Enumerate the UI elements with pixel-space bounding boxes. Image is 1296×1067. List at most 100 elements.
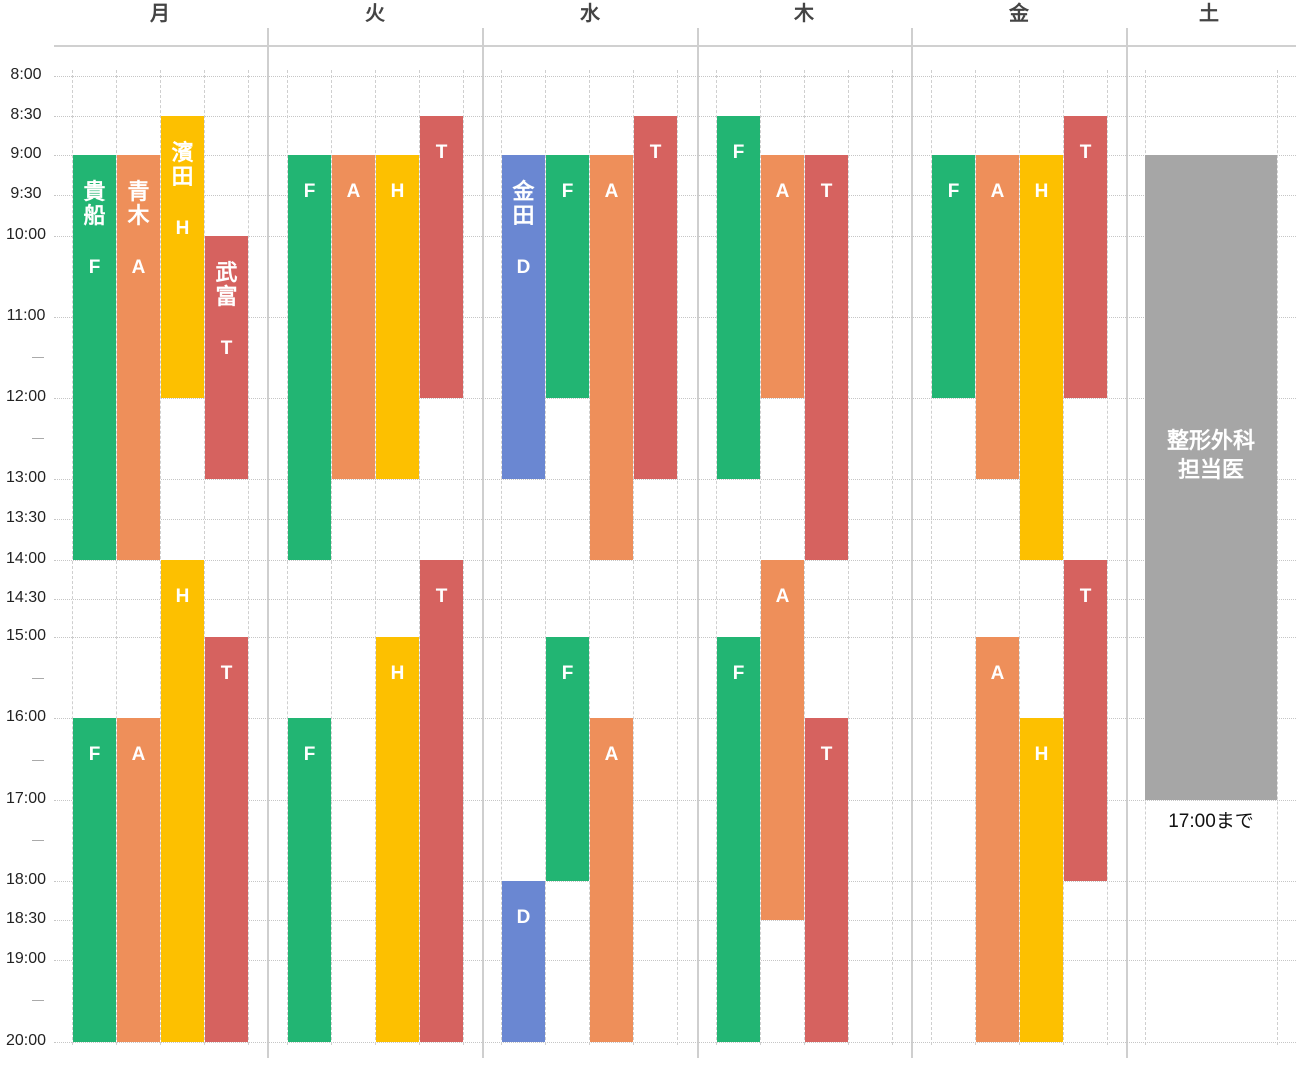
time-label: 13:00: [5, 469, 47, 486]
time-gridline: [54, 800, 1296, 801]
time-tick: [32, 1000, 44, 1001]
doctor-name: 武富: [215, 261, 238, 310]
doctor-code: F: [303, 181, 316, 202]
doctor-code: F: [561, 181, 574, 202]
column-guide: [501, 70, 502, 1045]
time-label: 18:30: [5, 910, 47, 927]
time-label: 13:30: [5, 509, 47, 526]
schedule-block-F: F: [73, 718, 116, 1042]
column-guide: [331, 70, 332, 1045]
schedule-block-T: T: [420, 560, 463, 1042]
schedule-block-A: A: [332, 155, 375, 479]
schedule-block-H: H: [1020, 718, 1063, 1042]
column-guide: [545, 70, 546, 1045]
time-label: 9:00: [10, 145, 42, 162]
day-separator: [911, 28, 913, 1058]
doctor-code: H: [390, 181, 405, 202]
day-separator: [697, 28, 699, 1058]
doctor-code: F: [732, 663, 745, 684]
doctor-name: 青木: [127, 180, 150, 229]
doctor-code: A: [775, 586, 790, 607]
doctor-code: A: [604, 744, 619, 765]
column-guide: [716, 70, 717, 1045]
schedule-block-A: A: [590, 155, 633, 560]
day-header: 水: [580, 1, 600, 25]
doctor-code: T: [1079, 586, 1092, 607]
schedule-block-F: F: [288, 155, 331, 560]
doctor-code: H: [1034, 744, 1049, 765]
column-guide: [204, 70, 205, 1045]
time-gridline: [54, 1042, 1296, 1043]
time-tick: [32, 840, 44, 841]
day-separator: [267, 28, 269, 1058]
doctor-code: A: [131, 257, 146, 278]
time-label: 8:00: [10, 66, 42, 83]
day-separator: [482, 28, 484, 1058]
doctor-name: 金田: [512, 180, 535, 229]
doctor-code: A: [604, 181, 619, 202]
column-guide: [633, 70, 634, 1045]
schedule-block-A: A: [976, 155, 1019, 479]
doctor-code: T: [435, 142, 448, 163]
doctor-name: 貴船: [83, 180, 106, 229]
schedule-block-A: A: [117, 718, 160, 1042]
schedule-block-H: H: [376, 155, 419, 479]
doctor-code: T: [1079, 142, 1092, 163]
schedule-block-A: A: [761, 155, 804, 398]
time-label: 15:00: [5, 627, 47, 644]
schedule-block-F: 貴船 F: [73, 155, 116, 560]
time-label: 17:00: [5, 790, 47, 807]
doctor-code: F: [88, 744, 101, 765]
schedule-block-D: 金田 D: [502, 155, 545, 479]
column-guide: [804, 70, 805, 1045]
doctor-code: H: [175, 586, 190, 607]
column-guide: [1107, 70, 1108, 1045]
column-guide: [589, 70, 590, 1045]
day-header: 火: [365, 1, 385, 25]
column-guide: [848, 70, 849, 1045]
schedule-block-T: T: [420, 116, 463, 398]
column-guide: [1063, 70, 1064, 1045]
schedule-block-F: F: [546, 637, 589, 881]
time-tick: [32, 438, 44, 439]
column-guide: [1019, 70, 1020, 1045]
schedule-block-H: H: [1020, 155, 1063, 560]
time-label: 10:00: [5, 226, 47, 243]
saturday-label: 整形外科 担当医: [1166, 429, 1255, 483]
schedule-block-A: A: [761, 560, 804, 920]
schedule-block-F: F: [932, 155, 975, 398]
doctor-code: A: [346, 181, 361, 202]
time-gridline: [54, 920, 1296, 921]
column-guide: [248, 70, 249, 1045]
column-guide: [287, 70, 288, 1045]
column-guide: [419, 70, 420, 1045]
schedule-block-T: T: [1064, 560, 1107, 881]
schedule-block-T: T: [205, 637, 248, 1042]
time-tick: [32, 357, 44, 358]
time-gridline: [54, 479, 1296, 480]
time-label: 12:00: [5, 388, 47, 405]
doctor-code: F: [732, 142, 745, 163]
doctor-code: D: [516, 907, 531, 928]
schedule-block-H: H: [376, 637, 419, 1042]
doctor-code: T: [220, 338, 233, 359]
schedule-block-D: D: [502, 881, 545, 1042]
schedule-block-F: F: [288, 718, 331, 1042]
doctor-code: F: [561, 663, 574, 684]
doctor-code: A: [990, 663, 1005, 684]
doctor-code: H: [175, 218, 190, 239]
header-divider: [54, 45, 1296, 47]
time-label: 14:00: [5, 550, 47, 567]
day-header: 木: [794, 1, 814, 25]
doctor-code: A: [131, 744, 146, 765]
day-header: 金: [1009, 1, 1029, 25]
column-guide: [463, 70, 464, 1045]
schedule-block-T: T: [1064, 116, 1107, 398]
time-tick: [32, 760, 44, 761]
saturday-block: 整形外科 担当医: [1145, 155, 1277, 800]
time-gridline: [54, 599, 1296, 600]
column-guide: [931, 70, 932, 1045]
doctor-code: F: [303, 744, 316, 765]
doctor-code: T: [820, 744, 833, 765]
